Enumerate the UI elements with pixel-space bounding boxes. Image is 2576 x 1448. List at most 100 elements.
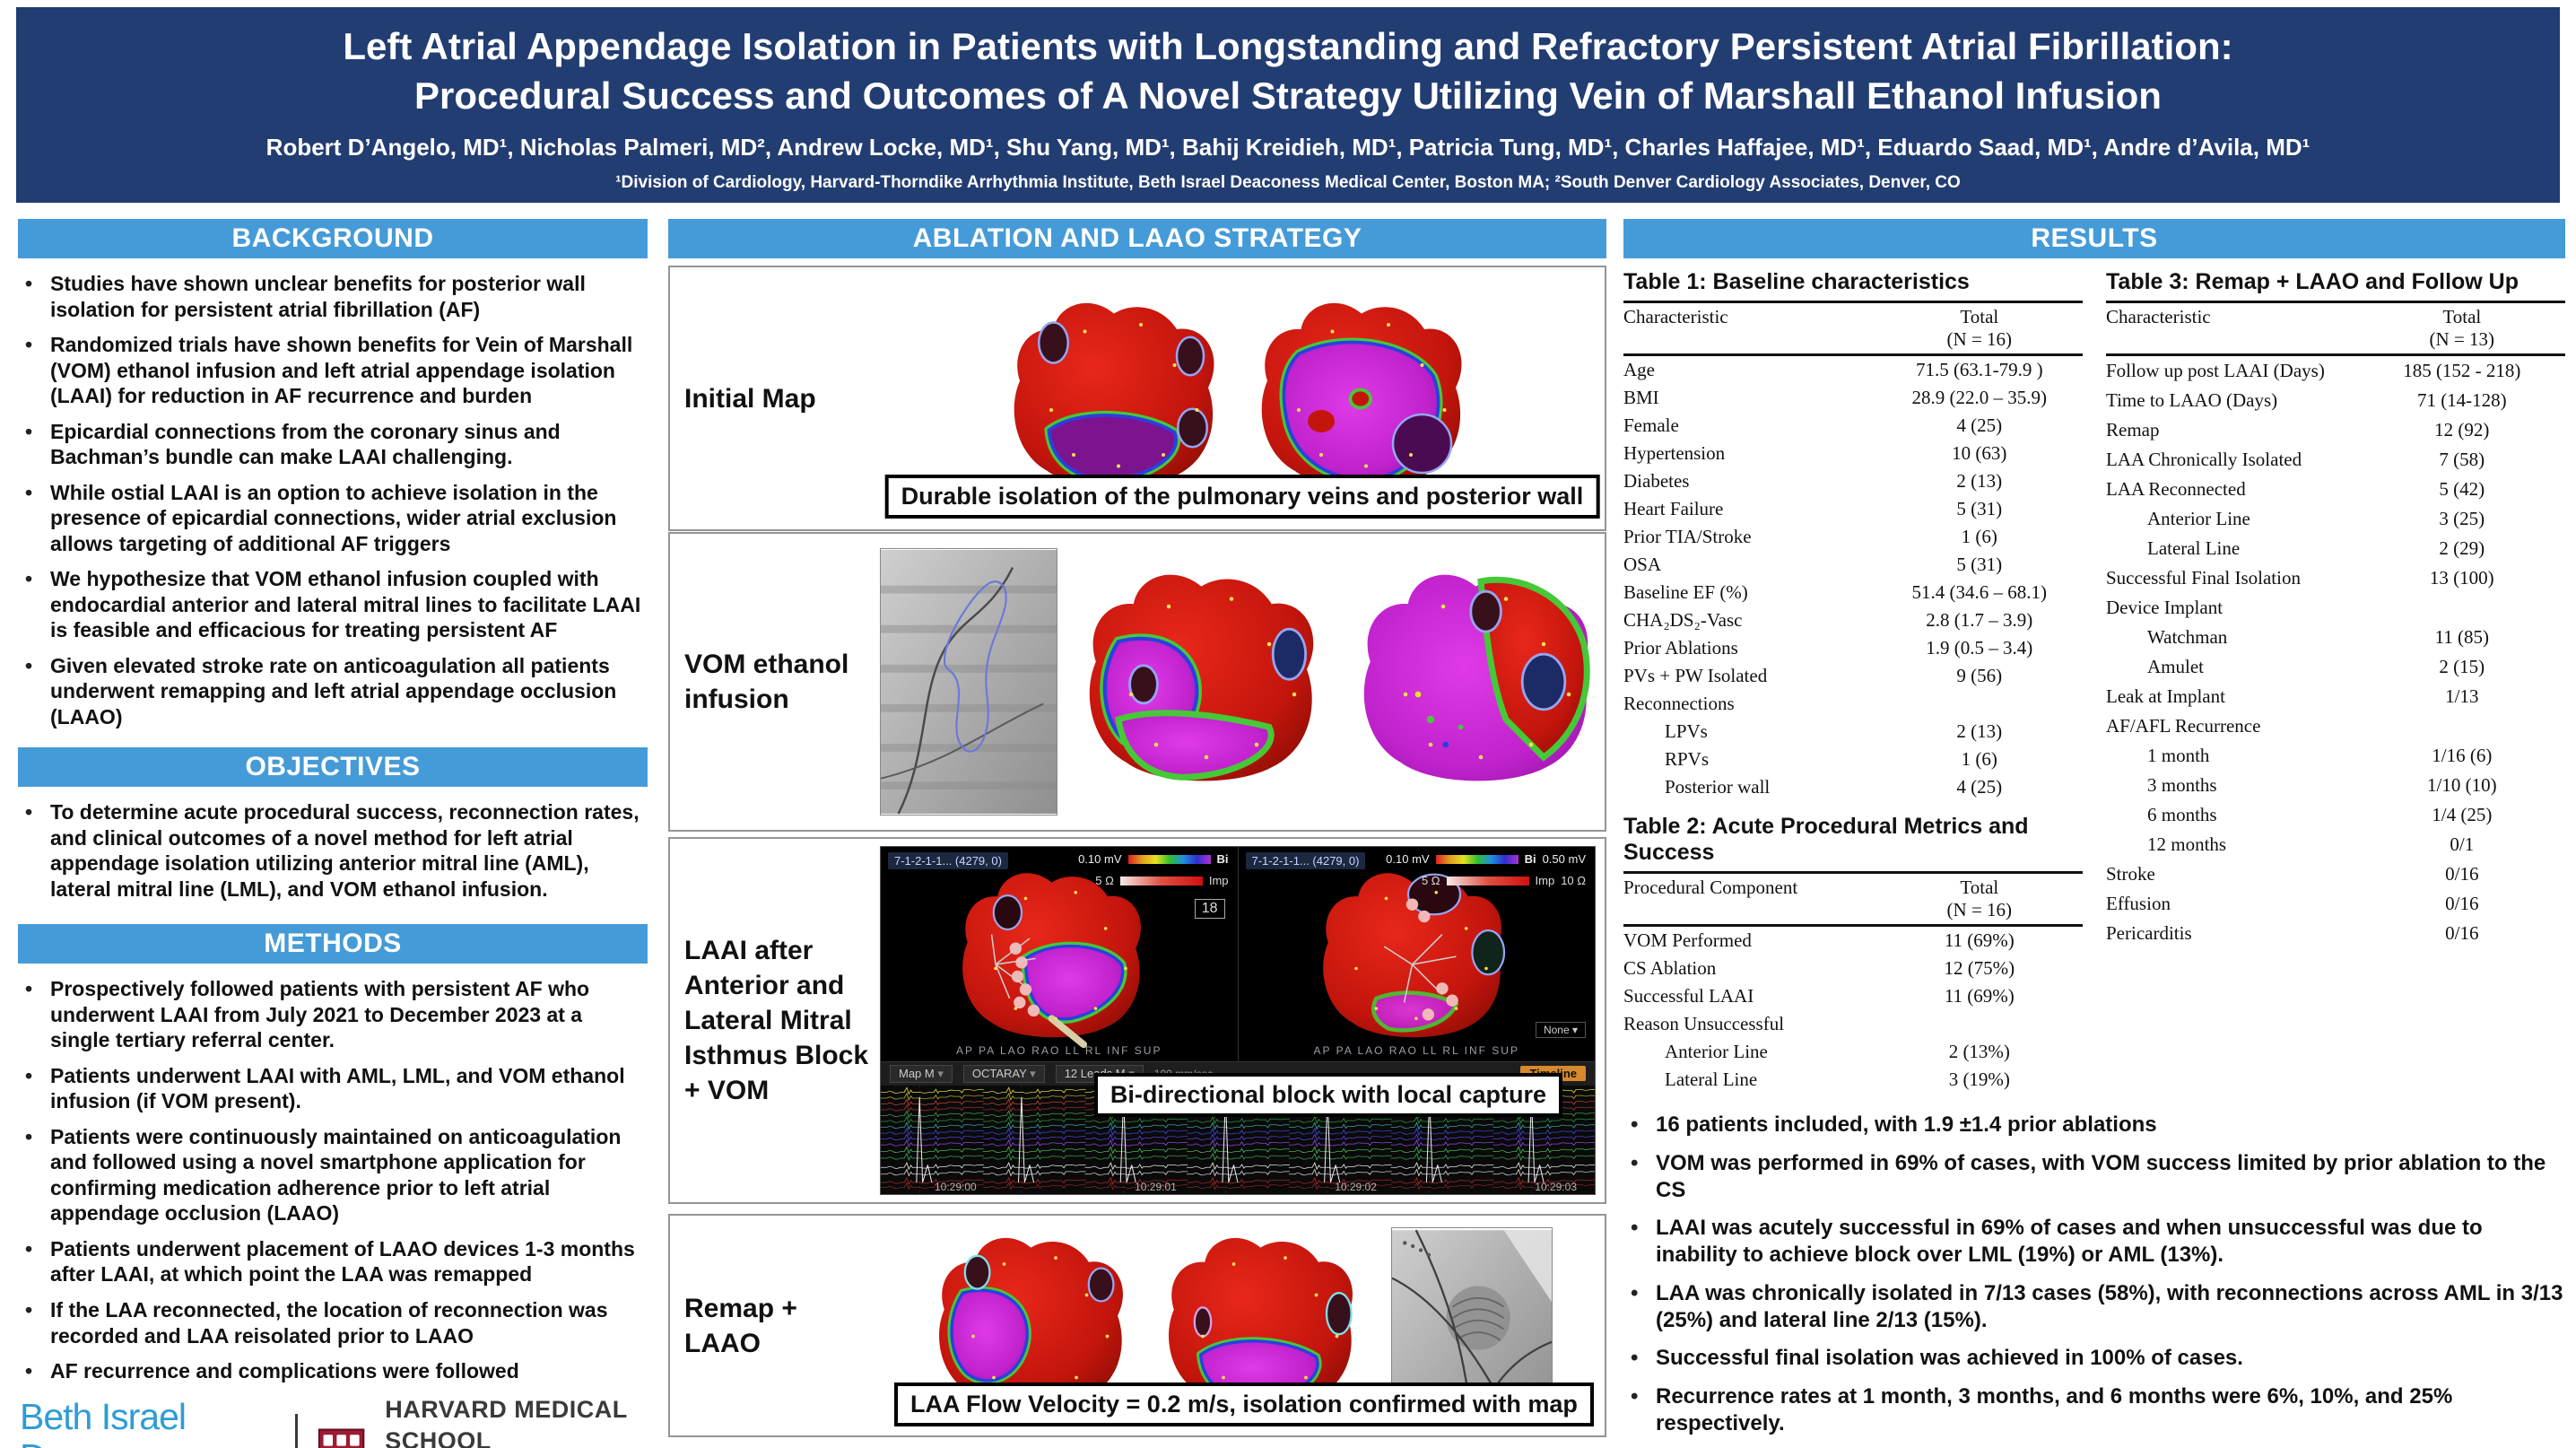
impedance-label: Imp: [1208, 874, 1229, 887]
bullet-item: We hypothesize that VOM ethanol infusion…: [18, 566, 646, 643]
table2-body: VOM Performed 11 (69%) CS Ablation 12 (7…: [1623, 926, 2083, 1095]
row-label: Diabetes: [1623, 470, 1690, 492]
timestamp-label: 10:29:00: [935, 1181, 977, 1193]
table-row: Follow up post LAAI (Days) 185 (152 - 21…: [2106, 355, 2565, 387]
affiliations-line: ¹Division of Cardiology, Harvard-Thorndi…: [615, 172, 1961, 192]
table-row: Successful Final Isolation 13 (100): [2106, 563, 2565, 593]
row-label: Age: [1623, 359, 1655, 380]
table-row: Time to LAAO (Days) 71 (14-128): [2106, 386, 2565, 415]
point-count-box: 18: [1194, 899, 1225, 919]
panel-laai-block: LAAI after Anterior and Lateral Mitral I…: [668, 837, 1606, 1204]
row-label: Reconnections: [1623, 693, 1735, 714]
table-row: Anterior Line 2 (13%): [1623, 1038, 2083, 1066]
table-row: BMI 28.9 (22.0 – 35.9): [1623, 384, 2083, 412]
institution-logos: Beth Israel Deaconess Medical Center HAR…: [18, 1394, 648, 1448]
table-row: 6 months 1/4 (25): [2106, 800, 2565, 830]
row-value: 1/10 (10): [2427, 774, 2497, 796]
column-header-total: Total: [1960, 877, 1999, 898]
row-label: Posterior wall: [1665, 776, 1771, 798]
harvard-crest-icon: [318, 1428, 365, 1448]
table-row: Prior Ablations 1.9 (0.5 – 3.4): [1623, 634, 2083, 662]
row-value: 11 (69%): [1944, 929, 2015, 951]
map-id-chip: 7-1-2-1-1... (4279, 0): [1245, 852, 1366, 869]
row-label: Reason Unsuccessful: [1623, 1013, 1785, 1034]
row-value: 0/16: [2445, 922, 2479, 944]
table-row: LAA Chronically Isolated 7 (58): [2106, 445, 2565, 475]
objectives-bullet-list: To determine acute procedural success, r…: [18, 799, 648, 912]
column-header: Characteristic: [2106, 301, 2359, 356]
row-label: 3 months: [2147, 774, 2217, 796]
panel-caption: LAA Flow Velocity = 0.2 m/s, isolation c…: [894, 1383, 1594, 1426]
table3-head: Characteristic Total (N = 13): [2106, 301, 2565, 356]
row-value: 0/16: [2445, 893, 2479, 914]
table1-title: Table 1: Baseline characteristics: [1623, 269, 1970, 294]
row-label: Leak at Implant: [2106, 685, 2225, 707]
row-label: Remap: [2106, 419, 2160, 441]
row-value: 12 (75%): [1944, 957, 2015, 979]
left-column: BACKGROUND Studies have shown unclear be…: [18, 219, 648, 1448]
row-value: [2359, 711, 2565, 741]
color-scale-bar: [1435, 854, 1519, 864]
eam-view-left: 7-1-2-1-1... (4279, 0) 0.10 mV Bi 5 Ω Im…: [881, 847, 1239, 1061]
impedance-label: Imp: [1535, 874, 1555, 887]
toolbar-dropdown: OCTARAY: [962, 1064, 1045, 1083]
bipolar-scale-legend: 0.10 mV Bi 0.50 mV: [1386, 852, 1586, 866]
table1: Characteristic Total (N = 16) Age 71.5 (…: [1623, 301, 2083, 801]
table-row: CHA₂DS₂-Vasc 2.8 (1.7 – 3.9): [1623, 606, 2083, 634]
orientation-buttons: AP PA LAO RAO LL RL INF SUP: [956, 1043, 1162, 1057]
row-value: 7 (58): [2439, 449, 2485, 470]
row-value: 5 (42): [2439, 478, 2485, 500]
poster-header: Left Atrial Appendage Isolation in Patie…: [16, 7, 2560, 203]
table-row: Posterior wall 4 (25): [1623, 773, 2083, 801]
bullet-item: LAAI was acutely successful in 69% of ca…: [1623, 1215, 2563, 1269]
table-row: Heart Failure 5 (31): [1623, 495, 2083, 523]
row-value: 11 (85): [2434, 626, 2490, 648]
table-row: LPVs 2 (13): [1623, 718, 2083, 746]
table-row: LAA Reconnected 5 (42): [2106, 475, 2565, 504]
row-label: Successful LAAI: [1623, 985, 1754, 1007]
poster-title-line2: Procedural Success and Outcomes of A Nov…: [414, 74, 2162, 118]
table-row: Prior TIA/Stroke 1 (6): [1623, 523, 2083, 551]
row-label: CHA₂DS₂-Vasc: [1623, 609, 1743, 631]
row-value: 13 (100): [2429, 567, 2494, 589]
tables-left-subcolumn: Table 1: Baseline characteristics Charac…: [1623, 267, 2083, 1094]
impedance-scale-legend: 5 Ω Imp: [1095, 874, 1228, 887]
poster-title-line1: Left Atrial Appendage Isolation in Patie…: [343, 25, 2233, 67]
row-value: 71 (14-128): [2416, 389, 2507, 411]
table-row: Leak at Implant 1/13: [2106, 682, 2565, 711]
eam-map-image: [1014, 302, 1214, 487]
table-header-row: Characteristic Total (N = 16): [1623, 301, 2083, 356]
eam-map-image: [1169, 1237, 1353, 1408]
row-label: LAA Reconnected: [2106, 478, 2246, 500]
table2-block: Table 2: Acute Procedural Metrics and Su…: [1623, 814, 2083, 1094]
bullet-item: LAA was chronically isolated in 7/13 cas…: [1623, 1280, 2563, 1334]
table-row: Female 4 (25): [1623, 412, 2083, 440]
orientation-buttons: AP PA LAO RAO LL RL INF SUP: [1313, 1043, 1519, 1057]
row-value: 1 (6): [1961, 748, 1997, 770]
table-row: PVs + PW Isolated 9 (56): [1623, 662, 2083, 690]
column-header-total: Total: [2442, 306, 2482, 327]
harvard-logo-line1: HARVARD MEDICAL SCHOOL: [385, 1395, 628, 1448]
table-row: Lateral Line 3 (19%): [1623, 1066, 2083, 1094]
bullet-item: 16 patients included, with 1.9 ±1.4 prio…: [1623, 1112, 2563, 1138]
row-label: LPVs: [1665, 720, 1708, 742]
column-header-n: (N = 16): [1946, 899, 2013, 920]
table-row: Lateral Line 2 (29): [2106, 534, 2565, 563]
table1-body: Age 71.5 (63.1-79.9 ) BMI 28.9 (22.0 – 3…: [1623, 355, 2083, 802]
table-row: 1 month 1/16 (6): [2106, 741, 2565, 771]
row-label: Successful Final Isolation: [2106, 567, 2301, 589]
table2-head: Procedural Component Total (N = 16): [1623, 871, 2083, 927]
row-label: Pericarditis: [2106, 922, 2192, 944]
table-row: CS Ablation 12 (75%): [1623, 955, 2083, 982]
middle-column: ABLATION AND LAAO STRATEGY Initial Map: [668, 219, 1606, 1446]
results-bullet-list: 16 patients included, with 1.9 ±1.4 prio…: [1623, 1112, 2565, 1448]
methods-section-header: METHODS: [18, 924, 648, 964]
row-label: VOM Performed: [1623, 929, 1752, 951]
row-value: 4 (25): [1956, 776, 2003, 798]
bullet-item: Patients were continuously maintained on…: [18, 1124, 646, 1226]
timestamp-label: 10:29:03: [1535, 1181, 1577, 1193]
bipolar-low-value: 0.10 mV: [1386, 852, 1430, 866]
row-label: 1 month: [2147, 745, 2210, 766]
row-value: 0/16: [2445, 863, 2479, 885]
